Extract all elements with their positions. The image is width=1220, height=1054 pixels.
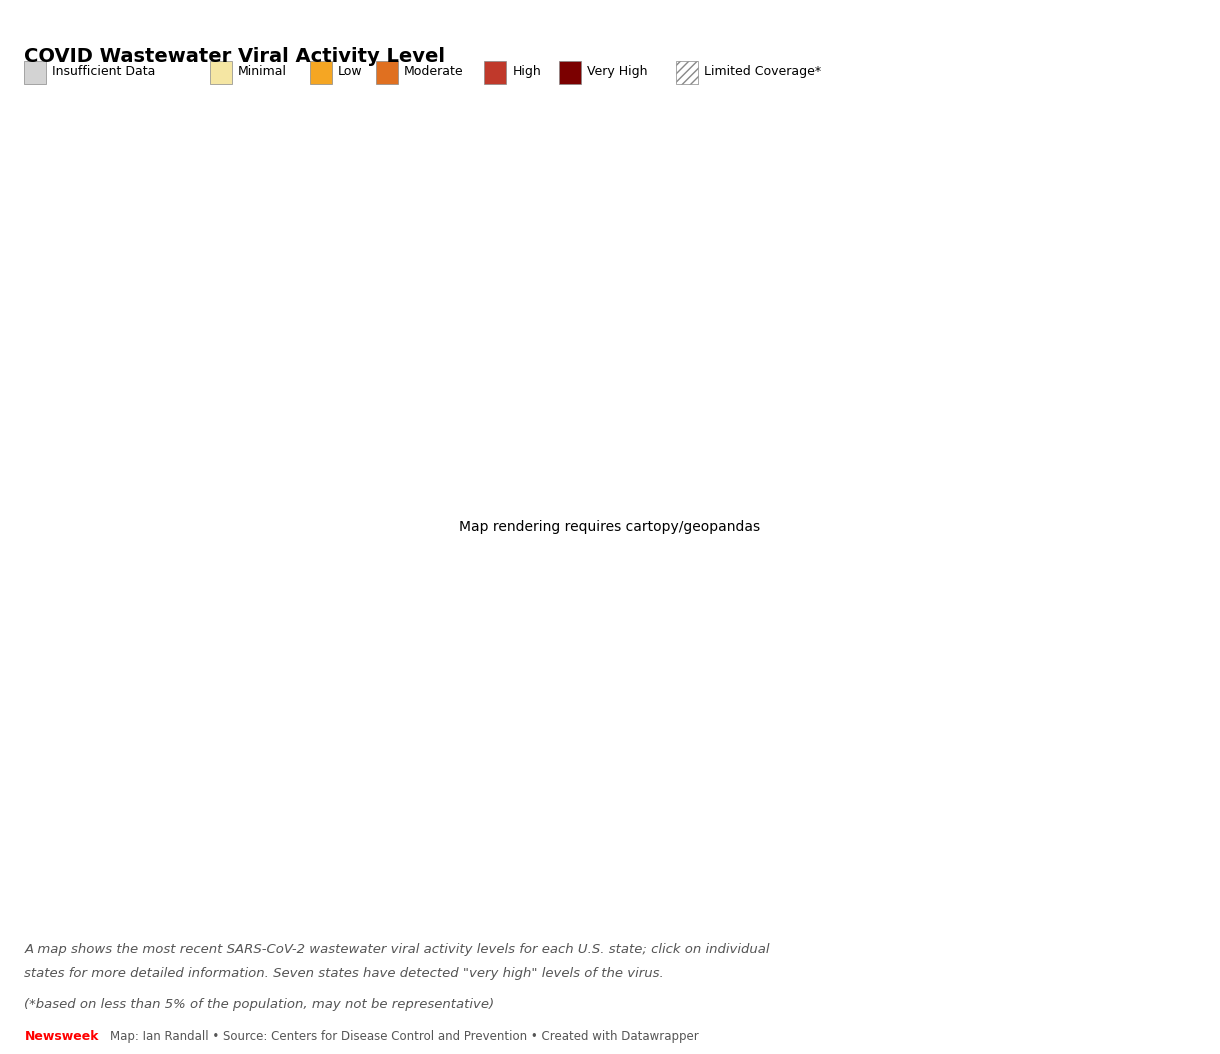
Text: Very High: Very High [587, 65, 648, 78]
Text: A map shows the most recent SARS-CoV-2 wastewater viral activity levels for each: A map shows the most recent SARS-CoV-2 w… [24, 943, 770, 956]
Text: Map: Ian Randall • Source: Centers for Disease Control and Prevention • Created : Map: Ian Randall • Source: Centers for D… [110, 1031, 699, 1043]
Text: High: High [512, 65, 542, 78]
Text: COVID Wastewater Viral Activity Level: COVID Wastewater Viral Activity Level [24, 47, 445, 66]
Text: (*based on less than 5% of the population, may not be representative): (*based on less than 5% of the populatio… [24, 998, 494, 1011]
Text: Moderate: Moderate [404, 65, 464, 78]
Text: Minimal: Minimal [238, 65, 287, 78]
Text: Newsweek: Newsweek [24, 1031, 99, 1043]
Text: Map rendering requires cartopy/geopandas: Map rendering requires cartopy/geopandas [460, 520, 760, 534]
Text: Low: Low [338, 65, 362, 78]
Text: Insufficient Data: Insufficient Data [52, 65, 156, 78]
Text: Limited Coverage*: Limited Coverage* [704, 65, 821, 78]
Text: states for more detailed information. Seven states have detected "very high" lev: states for more detailed information. Se… [24, 967, 664, 979]
